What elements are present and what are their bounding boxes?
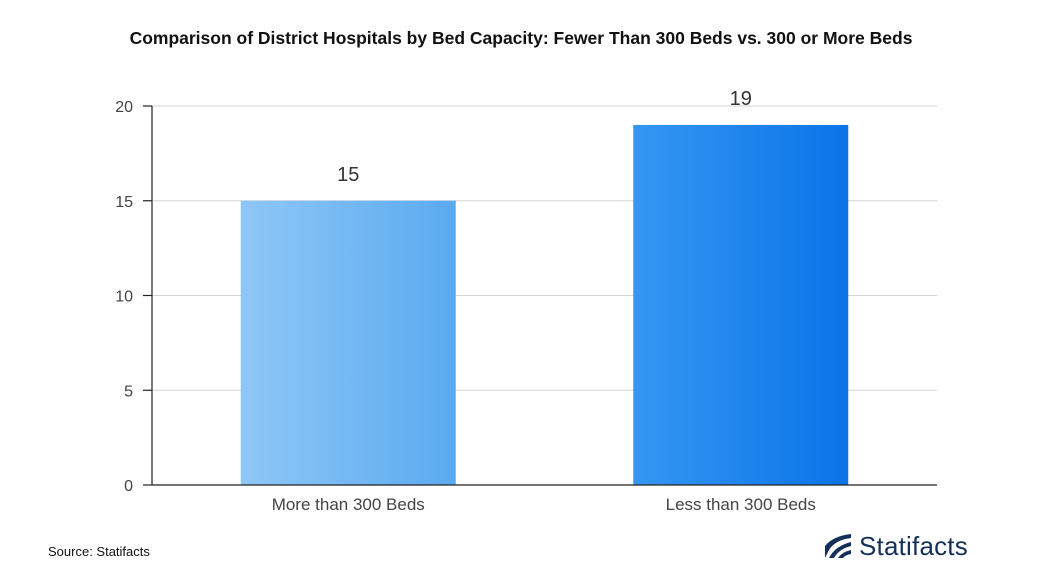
data-label: 15 (337, 164, 359, 186)
labels: 0 5 10 15 20 15 More than 300 Beds 19 Less than … (115, 88, 816, 514)
x-tick-label: Less than 300 Beds (666, 495, 816, 514)
brand-name: Statifacts (859, 530, 968, 561)
y-tick-label: 0 (124, 478, 133, 495)
x-tick-label: More than 300 Beds (272, 495, 425, 514)
y-tick-label: 5 (124, 383, 133, 400)
chart-title: Comparison of District Hospitals by Bed … (129, 28, 913, 48)
bar (240, 200, 456, 485)
statifacts-logo-icon (825, 534, 851, 558)
bar (633, 124, 849, 485)
source-note: Source: Statifacts (48, 544, 150, 559)
y-tick-label: 20 (115, 99, 133, 116)
data-label: 19 (730, 88, 752, 110)
bars (240, 124, 849, 485)
y-tick-label: 10 (115, 289, 133, 306)
brand-logo: Statifacts (823, 530, 968, 562)
y-tick-label: 15 (115, 194, 133, 211)
axes (143, 105, 937, 486)
